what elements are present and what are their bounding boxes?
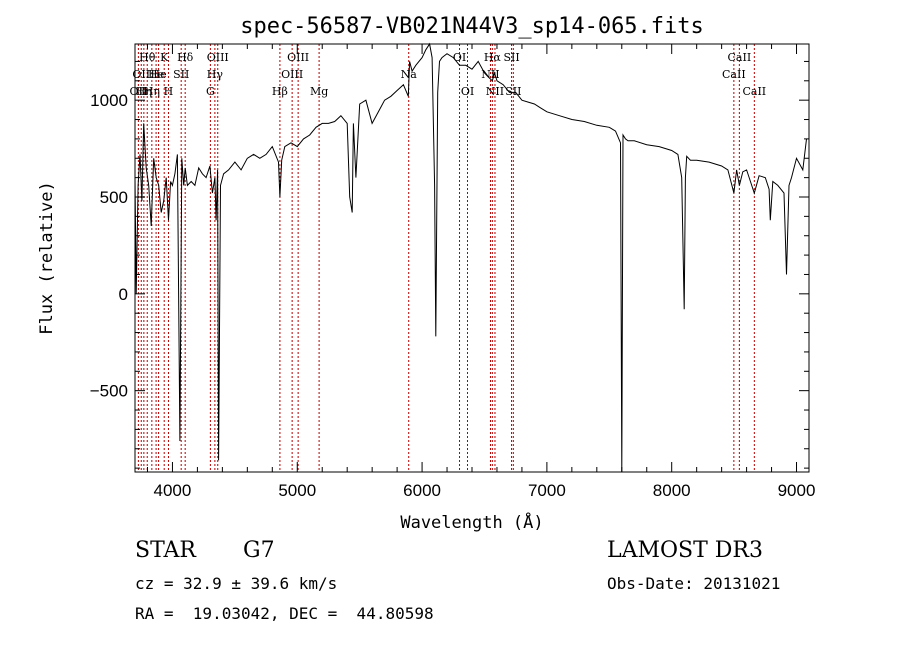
x-tick-label-6000: 6000 bbox=[403, 481, 441, 500]
y-tick-label-0: 0 bbox=[119, 285, 128, 304]
line-labels: OIIOIIHηHθHηHeHeKHSIIHδGHγOIIIHβOIIIOIII… bbox=[130, 51, 767, 98]
y-tick-label-1000: 1000 bbox=[90, 91, 128, 110]
observation-date: Obs-Date: 20131021 bbox=[607, 574, 781, 593]
y-axis-label: Flux (relative) bbox=[37, 181, 57, 335]
line-label-3: Hθ bbox=[139, 51, 156, 64]
object-class: STAR bbox=[135, 538, 196, 563]
line-label-0: OII bbox=[130, 85, 148, 98]
chart-title: spec-56587-VB021N44V3_sp14-065.fits bbox=[240, 14, 704, 39]
line-label-9: SII bbox=[173, 68, 189, 81]
object-subclass: G7 bbox=[243, 538, 275, 563]
series-line-spectrum bbox=[134, 42, 807, 473]
line-label-10: Hδ bbox=[177, 51, 194, 64]
line-label-6: He bbox=[151, 68, 167, 81]
y-tick-label--500: −500 bbox=[90, 382, 128, 401]
line-label-8: H bbox=[164, 85, 174, 98]
x-axis-ticks: 4000 5000 6000 7000 8000 9000 bbox=[146, 44, 816, 500]
line-label-28: CaII bbox=[742, 85, 766, 98]
line-label-20: OI bbox=[461, 85, 474, 98]
x-axis-label: Wavelength (Å) bbox=[400, 511, 543, 533]
line-label-22: Hα bbox=[484, 51, 502, 64]
line-label-27: CaII bbox=[728, 51, 752, 64]
spectrum-series bbox=[134, 42, 807, 473]
redshift-cz: cz = 32.9 ± 39.6 km/s bbox=[135, 574, 338, 593]
line-label-13: OIII bbox=[207, 51, 229, 64]
line-label-7: K bbox=[160, 51, 169, 64]
plot-frame bbox=[134, 43, 810, 473]
line-label-11: G bbox=[206, 85, 215, 98]
x-tick-label-7000: 7000 bbox=[528, 481, 566, 500]
line-label-24: SII bbox=[503, 51, 519, 64]
line-label-21: NII bbox=[481, 68, 499, 81]
line-label-2: Hη bbox=[136, 85, 152, 98]
x-tick-label-5000: 5000 bbox=[278, 481, 316, 500]
line-label-15: OIII bbox=[281, 68, 303, 81]
coordinates: RA = 19.03042, DEC = 44.80598 bbox=[135, 604, 434, 623]
line-label-23: NII bbox=[486, 85, 504, 98]
line-label-17: Mg bbox=[310, 85, 328, 98]
line-label-12: Hγ bbox=[207, 68, 224, 81]
line-label-1: OII bbox=[132, 68, 150, 81]
line-label-14: Hβ bbox=[272, 85, 288, 98]
survey-name: LAMOST DR3 bbox=[607, 538, 763, 563]
x-tick-label-9000: 9000 bbox=[778, 481, 816, 500]
y-axis-ticks: −500 0 500 1000 bbox=[90, 60, 809, 469]
line-label-5: He bbox=[148, 68, 164, 81]
x-tick-label-4000: 4000 bbox=[154, 481, 192, 500]
x-tick-label-8000: 8000 bbox=[653, 481, 691, 500]
line-label-19: OI bbox=[453, 51, 466, 64]
line-markers bbox=[137, 44, 755, 472]
y-tick-label-500: 500 bbox=[100, 188, 128, 207]
line-label-4: Hη bbox=[144, 85, 160, 98]
line-label-16: OIII bbox=[287, 51, 309, 64]
line-label-26: CaII bbox=[722, 68, 746, 81]
